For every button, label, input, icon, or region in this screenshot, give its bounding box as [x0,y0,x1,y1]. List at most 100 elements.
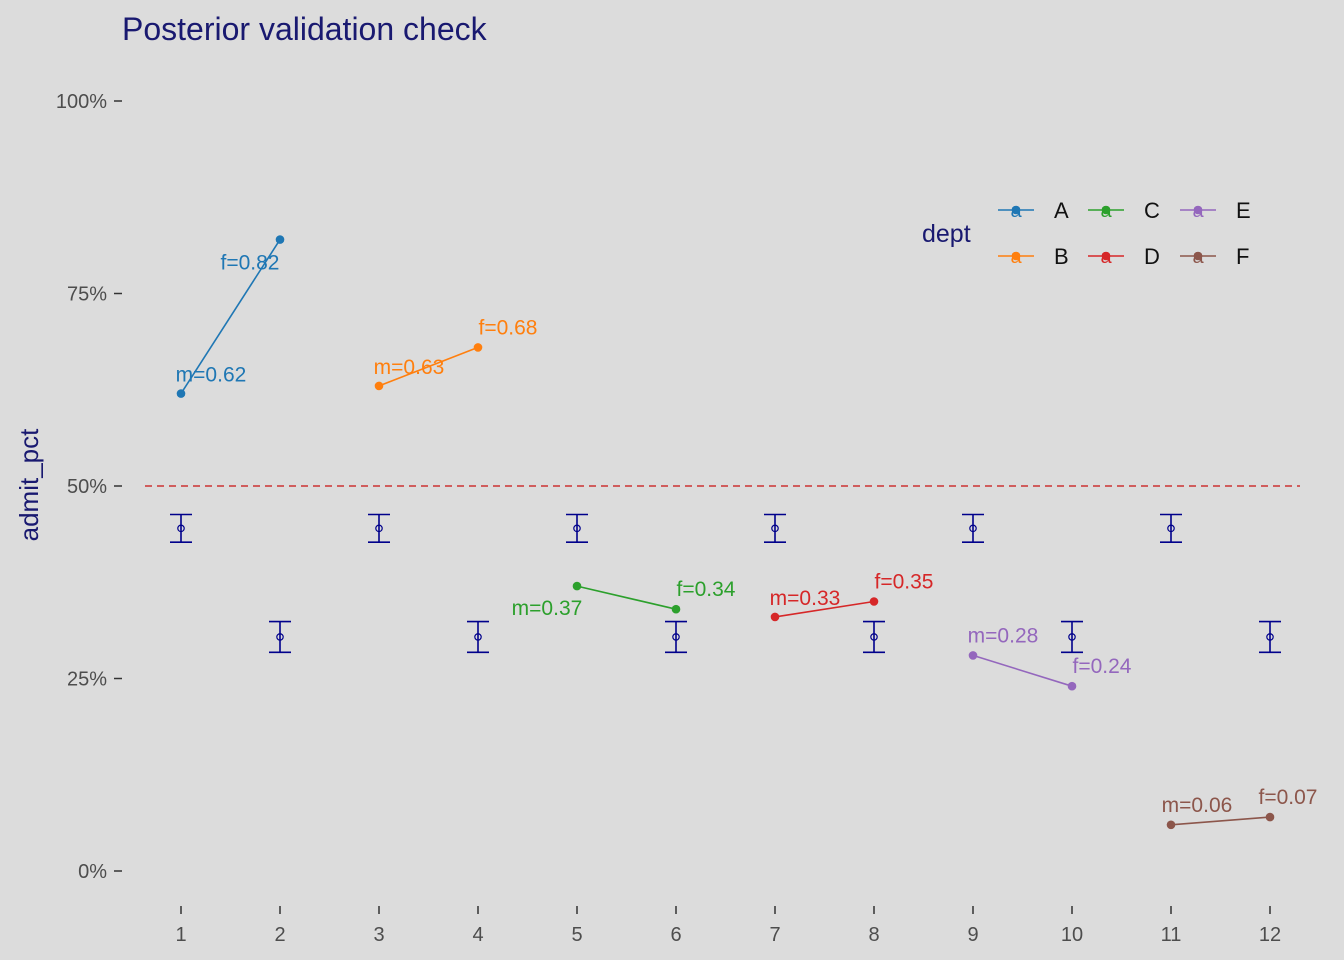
error-bar [863,620,885,654]
legend-key-glyph: a [1100,200,1112,222]
legend-key-point [1101,205,1111,215]
x-tick-label: 10 [1061,924,1083,946]
data-label: f=0.35 [875,571,934,594]
series-C: m=0.37 f=0.34 [512,578,736,620]
error-bar-mean-point [573,524,581,533]
error-bar-mean-point [1266,633,1274,641]
y-tick-label: 75% [67,284,107,306]
y-tick-label: 0% [78,861,107,883]
error-bar-mean-point [1068,633,1076,641]
data-label: f=0.34 [677,578,736,601]
x-tick-label: 5 [571,924,582,946]
x-tick-label: 12 [1259,924,1281,946]
legend-key-glyph: a [1192,246,1204,268]
error-bar [665,620,687,654]
x-axis: 1 2 3 4 5 6 7 8 9 10 11 12 [175,906,1281,946]
data-point [770,612,780,622]
series-B: m=0.63 f=0.68 [374,316,538,391]
x-tick-label: 2 [274,924,285,946]
legend-key-glyph: a [1010,246,1022,268]
error-bar-mean-point [1167,524,1175,533]
data-label: f=0.24 [1073,655,1132,678]
data-point [1067,681,1077,691]
legend-label: A [1054,198,1069,223]
x-tick-label: 4 [472,924,483,946]
y-axis: 0% 25% 50% 75% 100% [56,91,122,883]
data-point [374,381,384,391]
chart-title: Posterior validation check [122,11,488,47]
legend-key-glyph: a [1100,246,1112,268]
data-label: f=0.07 [1259,786,1318,809]
x-tick-label: 6 [670,924,681,946]
legend-label: E [1236,198,1251,223]
data-point [968,651,978,660]
data-label: m=0.06 [1162,794,1233,817]
legend-label: B [1054,244,1069,269]
data-point [671,604,681,614]
legend-key-glyph: a [1010,200,1022,222]
error-bar [764,513,786,544]
data-point [1166,820,1176,830]
legend-key-point [1011,251,1021,261]
series-E: m=0.28 f=0.24 [968,624,1132,691]
series-line [972,654,1073,687]
error-bar [269,620,291,654]
error-bar-mean-point [474,633,482,641]
y-tick-label: 100% [56,91,107,113]
data-label: m=0.63 [374,356,445,379]
series-line [180,239,281,395]
series-line [1170,816,1271,826]
y-tick-label: 25% [67,669,107,691]
data-label: m=0.33 [770,587,841,610]
x-tick-label: 7 [769,924,780,946]
legend-title: dept [922,220,971,248]
data-point [473,343,483,352]
series-line [576,585,677,610]
x-tick-label: 9 [967,924,978,946]
error-bar-mean-point [969,524,977,533]
legend: dept a Aa Ba Ca Da Ea F [922,198,1251,269]
data-label: f=0.82 [221,252,280,275]
error-bar [467,620,489,654]
x-tick-label: 11 [1161,924,1182,946]
legend-key-point [1193,205,1203,215]
y-tick-label: 50% [67,476,107,498]
error-bar-mean-point [771,524,779,533]
error-bar-mean-point [177,524,185,533]
y-axis-label: admit_pct [14,428,44,541]
data-point [1265,812,1275,822]
error-bars [170,513,1281,654]
data-point [275,235,285,244]
data-point [572,581,582,591]
x-tick-label: 1 [175,924,186,946]
error-bar-mean-point [375,524,383,533]
error-bar [1160,513,1182,544]
legend-label: C [1144,198,1160,223]
data-label: f=0.68 [479,316,538,339]
legend-key-point [1011,205,1021,215]
data-label: m=0.28 [968,624,1039,647]
series-group: m=0.62f=0.82m=0.63f=0.68m=0.37f=0.34 m=0.… [176,235,1318,830]
error-bar-mean-point [276,633,284,641]
series-line [378,346,479,387]
data-point [869,597,879,606]
legend-key-glyph: a [1192,200,1204,222]
error-bar [170,513,192,544]
legend-label: D [1144,244,1160,269]
x-tick-label: 3 [373,924,384,946]
series-F: m=0.06 f=0.07 [1162,786,1318,830]
series-line [774,600,875,618]
error-bar [962,513,984,544]
x-tick-label: 8 [868,924,879,946]
data-point [176,389,186,398]
series-D: m=0.33 f=0.35 [770,571,934,622]
error-bar [1259,620,1281,654]
data-label: m=0.37 [512,597,583,620]
data-label: m=0.62 [176,364,247,387]
